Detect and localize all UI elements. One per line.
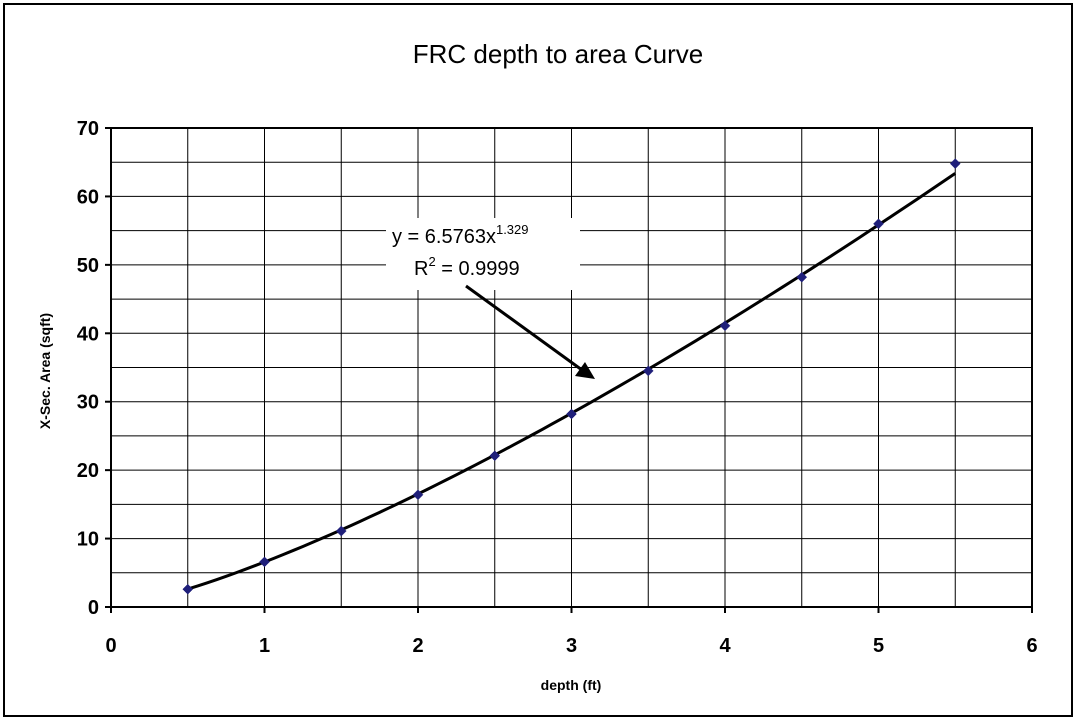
- x-axis-tick-label: 5: [873, 635, 884, 657]
- x-axis-tick-label: 1: [259, 635, 270, 657]
- equation-exponent: 1.329: [496, 222, 529, 237]
- chart-title: FRC depth to area Curve: [413, 39, 703, 69]
- x-axis-tick-labels: 0 1 2 3 4 5 6: [105, 635, 1037, 657]
- y-axis-tick-label: 20: [77, 460, 99, 482]
- x-axis-tick-label: 2: [412, 635, 423, 657]
- data-point: [335, 525, 347, 537]
- data-point: [566, 408, 577, 420]
- chart-frame: [3, 3, 1073, 717]
- data-point: [489, 450, 501, 462]
- axis-ticks: [105, 127, 1033, 613]
- r-squared-base: R: [414, 258, 428, 280]
- data-point: [949, 158, 961, 169]
- y-axis-tick-labels: 0 10 20 30 40 50 60 70: [77, 118, 99, 619]
- y-axis-title: X-Sec. Area (sqft): [37, 313, 53, 429]
- trendline-equation-annotation: y = 6.5763x1.329 R2 = 0.9999: [386, 218, 595, 379]
- x-axis-tick-label: 6: [1026, 635, 1037, 657]
- r-squared-value: = 0.9999: [436, 258, 520, 280]
- x-axis-tick-label: 0: [105, 635, 116, 657]
- data-point: [873, 218, 884, 230]
- data-point: [719, 320, 731, 332]
- data-points: [182, 158, 961, 595]
- x-axis-title: depth (ft): [541, 677, 602, 693]
- r-squared-exponent: 2: [428, 254, 435, 269]
- x-axis-tick-label: 4: [719, 635, 731, 657]
- data-point: [796, 271, 808, 283]
- annotation-arrow-line: [465, 284, 583, 372]
- annotation-box: [386, 218, 580, 290]
- y-axis-tick-label: 0: [88, 597, 99, 619]
- data-point: [259, 556, 270, 568]
- data-point: [642, 365, 654, 377]
- grid-lines: [111, 128, 1032, 607]
- y-axis-tick-label: 50: [77, 255, 99, 277]
- data-point: [182, 583, 194, 595]
- equation-base: y = 6.5763x: [392, 226, 496, 248]
- y-axis-tick-label: 40: [77, 323, 99, 345]
- annotation-arrowhead: [575, 362, 595, 379]
- y-axis-tick-label: 60: [77, 186, 99, 208]
- r-squared-label: R2 = 0.9999: [414, 254, 520, 280]
- y-axis-tick-label: 10: [77, 529, 99, 551]
- y-axis-tick-label: 70: [77, 118, 99, 140]
- y-axis-tick-label: 30: [77, 392, 99, 414]
- data-point: [412, 489, 424, 501]
- equation-label: y = 6.5763x1.329: [392, 222, 529, 248]
- x-axis-tick-label: 3: [566, 635, 577, 657]
